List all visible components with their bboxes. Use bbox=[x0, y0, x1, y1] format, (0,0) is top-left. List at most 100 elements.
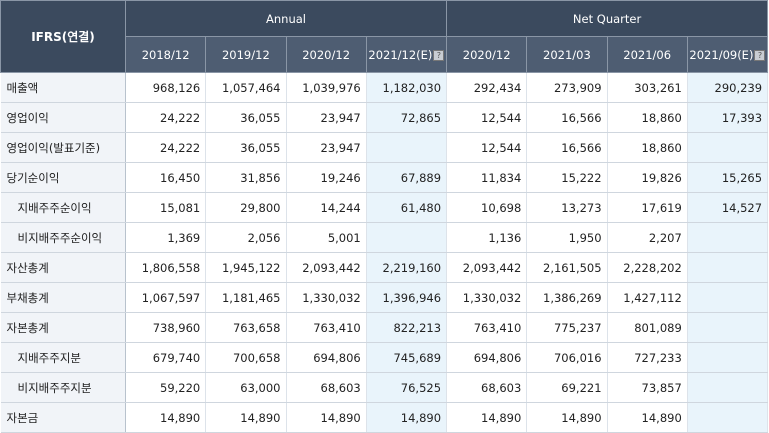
table-cell: 1,136 bbox=[446, 222, 528, 253]
table-cell: 59,220 bbox=[125, 372, 207, 403]
table-cell: 14,890 bbox=[446, 402, 528, 433]
table-cell: 12,544 bbox=[446, 132, 528, 163]
table-cell: 16,450 bbox=[125, 162, 207, 193]
table-cell: 16,566 bbox=[526, 102, 608, 133]
table-row: 자본총계 738,960 763,658 763,410 822,213 763,410 7… bbox=[0, 312, 769, 343]
table-cell: 1,396,946 bbox=[366, 282, 448, 313]
table-cell: 14,527 bbox=[687, 192, 769, 223]
table-cell: 2,093,442 bbox=[286, 252, 367, 283]
table-cell: 273,909 bbox=[526, 72, 608, 103]
table-cell: 2,228,202 bbox=[607, 252, 688, 283]
table-cell bbox=[687, 312, 769, 343]
column-header-label: 2021/06 bbox=[623, 47, 672, 62]
table-cell: 73,857 bbox=[607, 372, 688, 403]
column-header-0: 2018/12 bbox=[124, 36, 207, 73]
table-cell: 61,480 bbox=[366, 192, 448, 223]
table-row: 자산총계 1,806,558 1,945,122 2,093,442 2,219,160… bbox=[0, 252, 769, 283]
table-cell: 14,890 bbox=[205, 402, 287, 433]
table-cell: 11,834 bbox=[446, 162, 528, 193]
table-cell: 24,222 bbox=[125, 102, 207, 133]
table-row: 비지배주주순이익 1,369 2,056 5,001 1,136 1,950 2,207 bbox=[0, 222, 769, 253]
table-cell: 1,330,032 bbox=[446, 282, 528, 313]
table-cell: 36,055 bbox=[205, 102, 287, 133]
estimate-help-icon[interactable]: ? bbox=[754, 49, 766, 61]
net-quarter-group-header: Net Quarter bbox=[446, 0, 769, 37]
table-cell: 763,410 bbox=[446, 312, 528, 343]
table-cell: 36,055 bbox=[205, 132, 287, 163]
column-header-3: 2021/12(E)? bbox=[365, 36, 448, 73]
table-cell: 17,619 bbox=[607, 192, 688, 223]
table-cell: 290,239 bbox=[687, 72, 769, 103]
table-cell: 1,039,976 bbox=[286, 72, 367, 103]
table-cell: 1,950 bbox=[526, 222, 608, 253]
table-cell: 1,067,597 bbox=[125, 282, 207, 313]
table-cell: 1,427,112 bbox=[607, 282, 688, 313]
table-cell: 694,806 bbox=[446, 342, 528, 373]
estimate-help-icon[interactable]: ? bbox=[433, 49, 445, 61]
table-cell: 68,603 bbox=[286, 372, 367, 403]
table-cell: 968,126 bbox=[125, 72, 207, 103]
column-header-label: 2021/12(E) bbox=[368, 47, 433, 62]
table-cell: 15,081 bbox=[125, 192, 207, 223]
table-cell: 14,890 bbox=[366, 402, 448, 433]
row-label: 자본총계 bbox=[0, 312, 126, 343]
column-header-label: 2018/12 bbox=[141, 47, 190, 62]
table-cell: 31,856 bbox=[205, 162, 287, 193]
column-header-label: 2020/12 bbox=[462, 47, 511, 62]
table-cell: 76,525 bbox=[366, 372, 448, 403]
table-cell: 14,890 bbox=[125, 402, 207, 433]
table-cell: 68,603 bbox=[446, 372, 528, 403]
table-cell: 679,740 bbox=[125, 342, 207, 373]
table-cell: 1,945,122 bbox=[205, 252, 287, 283]
table-cell: 18,860 bbox=[607, 132, 688, 163]
table-cell: 694,806 bbox=[286, 342, 367, 373]
table-cell bbox=[687, 222, 769, 253]
table-cell: 700,658 bbox=[205, 342, 287, 373]
table-cell: 19,246 bbox=[286, 162, 367, 193]
table-cell: 14,890 bbox=[526, 402, 608, 433]
table-cell: 822,213 bbox=[366, 312, 448, 343]
table-cell bbox=[687, 252, 769, 283]
table-cell: 763,658 bbox=[205, 312, 287, 343]
table-row: 매출액 968,126 1,057,464 1,039,976 1,182,030 292… bbox=[0, 72, 769, 103]
row-label: 부채총계 bbox=[0, 282, 126, 313]
table-row: 부채총계 1,067,597 1,181,465 1,330,032 1,396,946… bbox=[0, 282, 769, 313]
table-row: 비지배주주지분 59,220 63,000 68,603 76,525 68,603 69,… bbox=[0, 372, 769, 403]
annual-group-header: Annual bbox=[124, 0, 448, 37]
table-cell: 2,093,442 bbox=[446, 252, 528, 283]
table-row: 영업이익 24,222 36,055 23,947 72,865 12,544 16,566… bbox=[0, 102, 769, 133]
column-header-5: 2021/03 bbox=[526, 36, 608, 73]
table-row: 자본금 14,890 14,890 14,890 14,890 14,890 14,890 1… bbox=[0, 402, 769, 433]
table-cell: 23,947 bbox=[286, 132, 367, 163]
table-cell: 63,000 bbox=[205, 372, 287, 403]
table-cell: 14,890 bbox=[286, 402, 367, 433]
table-cell: 738,960 bbox=[125, 312, 207, 343]
table-cell: 67,889 bbox=[366, 162, 448, 193]
table-body: 매출액 968,126 1,057,464 1,039,976 1,182,030 292… bbox=[0, 72, 769, 433]
table-cell: 2,219,160 bbox=[366, 252, 448, 283]
table-cell: 2,056 bbox=[205, 222, 287, 253]
table-cell: 2,207 bbox=[607, 222, 688, 253]
table-cell: 763,410 bbox=[286, 312, 367, 343]
table-cell: 1,181,465 bbox=[205, 282, 287, 313]
column-header-1: 2019/12 bbox=[205, 36, 287, 73]
table-cell bbox=[687, 372, 769, 403]
table-cell: 14,890 bbox=[607, 402, 688, 433]
row-label: 자본금 bbox=[0, 402, 126, 433]
table-cell bbox=[366, 222, 448, 253]
column-header-label: 2021/09(E) bbox=[689, 47, 754, 62]
table-cell: 72,865 bbox=[366, 102, 448, 133]
table-cell bbox=[366, 132, 448, 163]
table-cell: 15,265 bbox=[687, 162, 769, 193]
column-header-6: 2021/06 bbox=[606, 36, 688, 73]
table-cell: 292,434 bbox=[446, 72, 528, 103]
table-cell: 727,233 bbox=[607, 342, 688, 373]
table-cell: 801,089 bbox=[607, 312, 688, 343]
row-label: 비지배주주지분 bbox=[0, 372, 126, 403]
table-cell: 1,182,030 bbox=[366, 72, 448, 103]
table-cell: 303,261 bbox=[607, 72, 688, 103]
table-cell bbox=[687, 342, 769, 373]
table-cell: 16,566 bbox=[526, 132, 608, 163]
table-cell: 69,221 bbox=[526, 372, 608, 403]
